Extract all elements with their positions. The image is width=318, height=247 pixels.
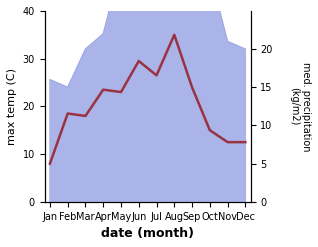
X-axis label: date (month): date (month): [101, 227, 194, 240]
Y-axis label: med. precipitation
(kg/m2): med. precipitation (kg/m2): [289, 62, 311, 151]
Y-axis label: max temp (C): max temp (C): [7, 68, 17, 145]
